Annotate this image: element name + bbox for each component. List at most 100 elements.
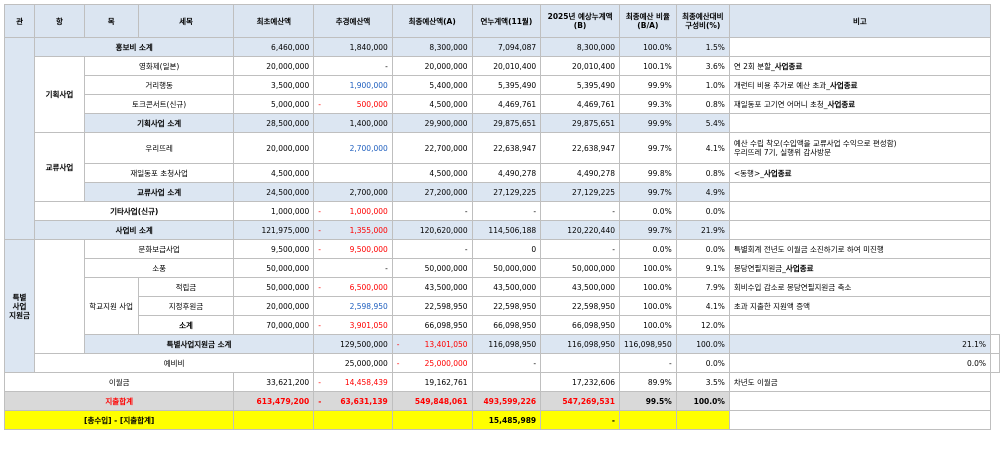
- cell-share[interactable]: 9.1%: [675, 258, 730, 278]
- cell-remark[interactable]: 차년도 이월금: [728, 372, 992, 392]
- cell-settle[interactable]: 22,638,947: [471, 132, 542, 164]
- cell-initial[interactable]: 129,500,000: [313, 334, 393, 354]
- cell-remark[interactable]: 회비수입 감소로 몽당연필지원금 축소: [728, 277, 992, 297]
- cell-ratio[interactable]: 99.3%: [619, 94, 677, 114]
- header-remark[interactable]: 비고: [728, 4, 992, 38]
- cell-remark[interactable]: 초과 지출한 지원액 증액: [728, 296, 992, 316]
- cell-expected[interactable]: 43,500,000: [540, 277, 620, 297]
- gwan-special-cell[interactable]: 특별 사업 지원금: [3, 239, 36, 373]
- cell-supp[interactable]: 1,900,000: [313, 75, 393, 95]
- cell-expected[interactable]: -: [540, 239, 620, 259]
- cell-supp[interactable]: - 63,631,139: [313, 391, 393, 411]
- cell-remark[interactable]: [728, 391, 992, 411]
- cell-expected[interactable]: 22,598,950: [540, 296, 620, 316]
- cell-initial[interactable]: 4,500,000: [233, 163, 315, 183]
- cell-final[interactable]: 27,200,000: [391, 182, 473, 202]
- cell-remark[interactable]: [728, 410, 992, 430]
- cell-ratio[interactable]: 100.0%: [619, 277, 677, 297]
- cell-expected[interactable]: 116,098,950: [619, 334, 677, 354]
- row-label[interactable]: 우리뜨레: [83, 132, 235, 164]
- cell-initial[interactable]: 25,000,000: [313, 353, 393, 373]
- header-settle[interactable]: 연누계액(11월): [471, 4, 542, 38]
- cell-settle[interactable]: 66,098,950: [471, 315, 542, 335]
- cell-final[interactable]: 19,162,761: [391, 372, 473, 392]
- row-label[interactable]: 소풍: [83, 258, 235, 278]
- row-label[interactable]: 재일동포 초청사업: [83, 163, 235, 183]
- cell-share[interactable]: 0.0%: [675, 201, 730, 221]
- header-expected[interactable]: 2025년 예상누계액(B): [540, 4, 620, 38]
- cell-share[interactable]: 0.0%: [728, 353, 992, 373]
- cell-ratio[interactable]: 99.9%: [619, 113, 677, 133]
- cell-ratio[interactable]: 100.0%: [675, 334, 730, 354]
- cell-initial[interactable]: 50,000,000: [233, 258, 315, 278]
- row-label[interactable]: [총수입] - [지출합계]: [3, 410, 235, 430]
- cell-final[interactable]: 8,300,000: [391, 37, 473, 57]
- cell-remark[interactable]: <동행>_사업종료: [728, 163, 992, 183]
- cell-remark[interactable]: [728, 37, 992, 57]
- cell-final[interactable]: 4,500,000: [391, 163, 473, 183]
- cell-ratio[interactable]: 100.0%: [619, 296, 677, 316]
- cell-final[interactable]: -: [471, 353, 542, 373]
- cell-share[interactable]: 0.8%: [675, 163, 730, 183]
- cell-remark[interactable]: [990, 334, 1000, 354]
- header-hang[interactable]: 항: [34, 4, 85, 38]
- cell-final[interactable]: 66,098,950: [391, 315, 473, 335]
- row-label[interactable]: 토크콘서트(신규): [83, 94, 235, 114]
- cell-initial[interactable]: 1,000,000: [233, 201, 315, 221]
- cell-remark[interactable]: 몽당연필지원금_사업종료: [728, 258, 992, 278]
- cell-settle[interactable]: 27,129,225: [471, 182, 542, 202]
- cell-settle[interactable]: 116,098,950: [540, 334, 620, 354]
- cell-share[interactable]: 0.8%: [675, 94, 730, 114]
- cell-ratio[interactable]: 0.0%: [675, 353, 730, 373]
- cell-final[interactable]: -: [391, 201, 473, 221]
- cell-ratio[interactable]: [619, 410, 677, 430]
- cell-expected[interactable]: 20,010,400: [540, 56, 620, 76]
- cell-final[interactable]: 22,598,950: [391, 296, 473, 316]
- cell-ratio[interactable]: 99.7%: [619, 182, 677, 202]
- cell-expected[interactable]: 50,000,000: [540, 258, 620, 278]
- cell-ratio[interactable]: 100.0%: [619, 37, 677, 57]
- cell-initial[interactable]: 5,000,000: [233, 94, 315, 114]
- cell-settle[interactable]: [540, 353, 620, 373]
- cell-share[interactable]: 3.5%: [675, 372, 730, 392]
- cell-settle[interactable]: 50,000,000: [471, 258, 542, 278]
- row-label[interactable]: 거리행동: [83, 75, 235, 95]
- cell-expected[interactable]: 120,220,440: [540, 220, 620, 240]
- cell-remark[interactable]: 연 2회 분할_사업종료: [728, 56, 992, 76]
- header-mok[interactable]: 목: [83, 4, 139, 38]
- cell-settle[interactable]: -: [471, 201, 542, 221]
- cell-final[interactable]: 120,620,000: [391, 220, 473, 240]
- cell-expected[interactable]: 5,395,490: [540, 75, 620, 95]
- cell-share[interactable]: 3.6%: [675, 56, 730, 76]
- cell-supp[interactable]: - 13,401,050: [391, 334, 473, 354]
- cell-remark[interactable]: 개런티 비용 추가로 예산 초과_사업종료: [728, 75, 992, 95]
- cell-share[interactable]: 4.1%: [675, 132, 730, 164]
- cell-share[interactable]: 4.9%: [675, 182, 730, 202]
- cell-initial[interactable]: 70,000,000: [233, 315, 315, 335]
- cell-settle[interactable]: 22,598,950: [471, 296, 542, 316]
- row-label[interactable]: 예비비: [34, 353, 315, 373]
- cell-settle[interactable]: 493,599,226: [471, 391, 542, 411]
- cell-ratio[interactable]: 0.0%: [619, 201, 677, 221]
- cell-remark[interactable]: [728, 220, 992, 240]
- header-share[interactable]: 최종예산대비 구성비(%): [675, 4, 730, 38]
- cell-final[interactable]: -: [391, 239, 473, 259]
- cell-initial[interactable]: 20,000,000: [233, 296, 315, 316]
- cell-remark[interactable]: 특별회계 전년도 이월금 소진하기로 하여 미진행: [728, 239, 992, 259]
- cell-settle[interactable]: 114,506,188: [471, 220, 542, 240]
- cell-supp[interactable]: - 6,500,000: [313, 277, 393, 297]
- cell-initial[interactable]: 3,500,000: [233, 75, 315, 95]
- cell-initial[interactable]: 28,500,000: [233, 113, 315, 133]
- hang-exchange-cell[interactable]: 교류사업: [34, 132, 85, 202]
- cell-remark[interactable]: 재일동포 고기연 어머니 초청_사업종료: [728, 94, 992, 114]
- cell-share[interactable]: 7.9%: [675, 277, 730, 297]
- cell-ratio[interactable]: 100.0%: [619, 315, 677, 335]
- cell-supp[interactable]: 2,700,000: [313, 182, 393, 202]
- cell-settle[interactable]: 43,500,000: [471, 277, 542, 297]
- cell-share[interactable]: 12.0%: [675, 315, 730, 335]
- cell-final[interactable]: 116,098,950: [471, 334, 542, 354]
- row-label[interactable]: 소계: [137, 315, 235, 335]
- cell-share[interactable]: 1.5%: [675, 37, 730, 57]
- cell-settle[interactable]: 0: [471, 239, 542, 259]
- cell-share[interactable]: [675, 410, 730, 430]
